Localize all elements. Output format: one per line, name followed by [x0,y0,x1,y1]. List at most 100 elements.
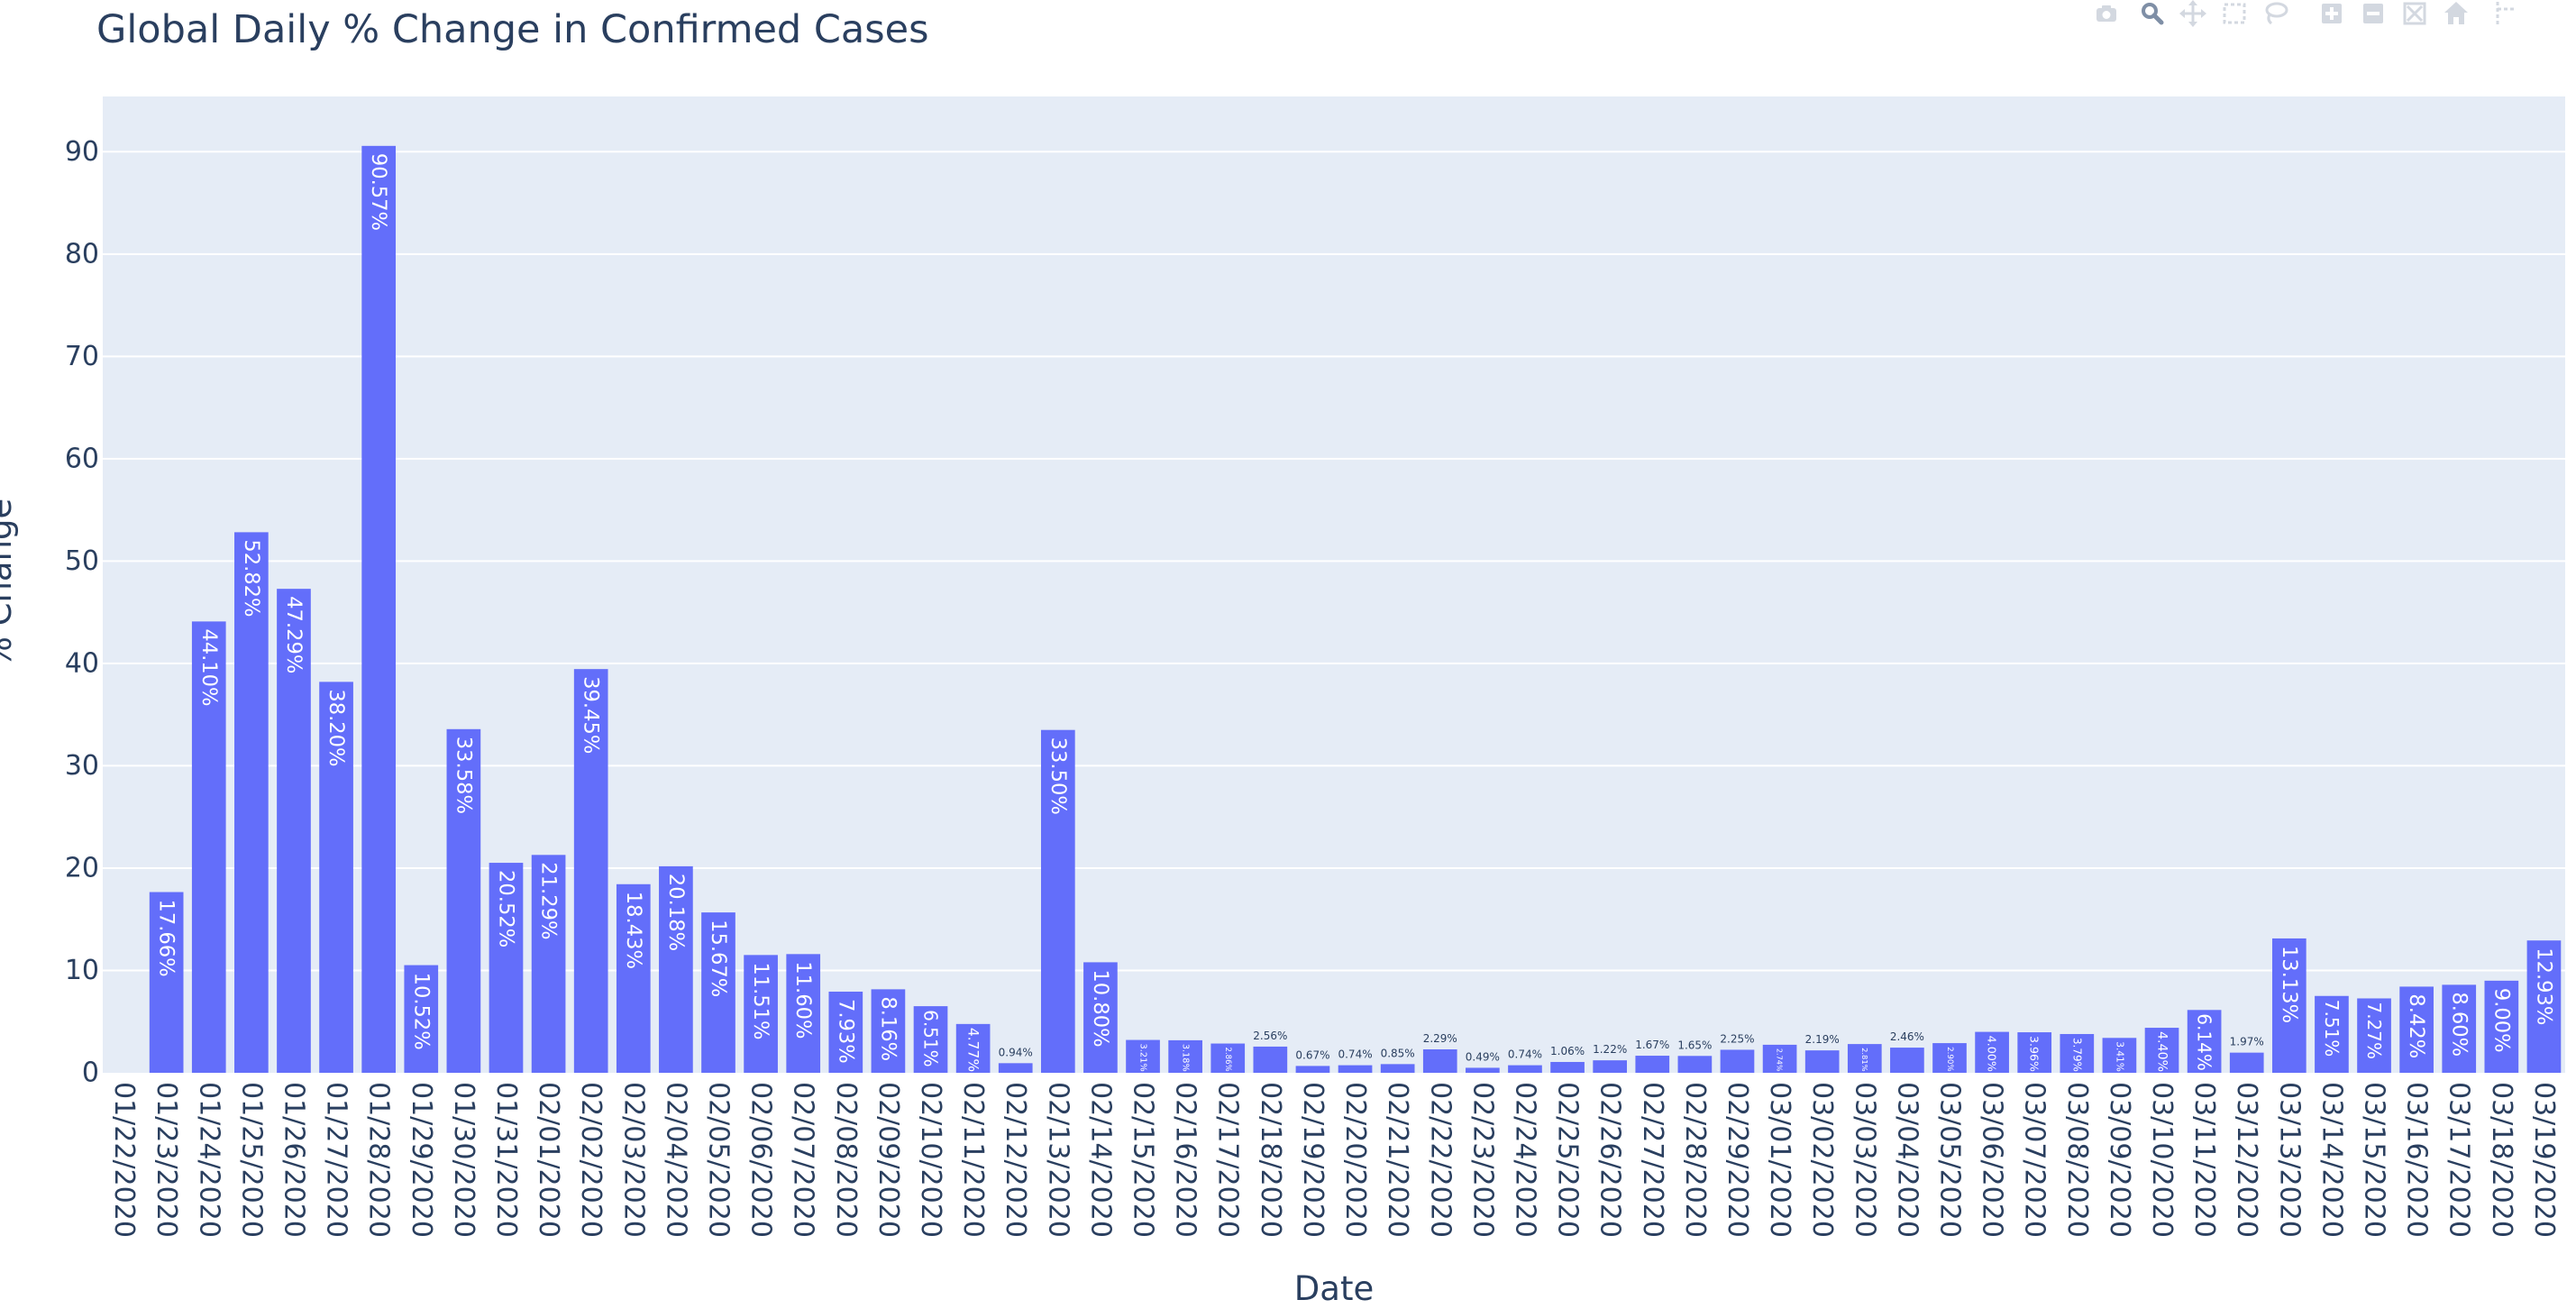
bar[interactable] [1040,729,1075,1073]
bar-label: 1.06% [1550,1045,1585,1057]
bar[interactable] [1932,1043,1967,1073]
bar[interactable] [1380,1064,1415,1073]
bar[interactable] [573,669,608,1073]
zoom-button[interactable] [2134,0,2169,27]
bar[interactable] [955,1023,991,1073]
zoom-out-button[interactable] [2356,0,2390,27]
x-tick-label: 02/28/2020 [1679,1082,1711,1238]
bar[interactable] [1635,1056,1670,1073]
camera-button[interactable] [2089,0,2124,27]
bar[interactable] [1466,1067,1500,1073]
bar[interactable] [1890,1048,1924,1073]
bar[interactable] [404,965,439,1073]
bar[interactable] [2484,980,2519,1073]
bar[interactable] [446,728,481,1073]
x-tick-label: 03/03/2020 [1849,1082,1880,1238]
bar-label: 13.13% [2278,946,2301,1023]
bar[interactable] [1550,1061,1585,1073]
bar-label: 33.50% [1046,737,1070,815]
bar[interactable] [2144,1028,2179,1073]
bar[interactable] [616,883,651,1073]
bar-label: 17.66% [155,900,178,977]
bar[interactable] [2229,1052,2264,1073]
bar-label: 7.93% [834,999,857,1064]
bar[interactable] [828,991,863,1073]
bar[interactable] [1804,1050,1840,1073]
x-tick-label: 02/11/2020 [957,1082,989,1238]
bar-label: 2.46% [1890,1030,1924,1043]
home-button[interactable] [2439,0,2473,27]
bar[interactable] [1720,1049,1755,1073]
bar[interactable] [1677,1056,1713,1073]
bar[interactable] [701,912,735,1073]
bar[interactable] [2442,984,2477,1073]
lasso-select-button[interactable] [2259,0,2293,27]
bar-label: 52.82% [240,539,263,617]
bar[interactable] [1168,1039,1202,1073]
zoom-icon [2142,3,2164,25]
bar[interactable] [871,989,906,1073]
autoscale-button[interactable] [2398,0,2432,27]
bar[interactable] [2526,940,2562,1073]
bar[interactable] [786,954,821,1073]
bar[interactable] [2315,995,2349,1073]
bar[interactable] [1975,1031,2009,1073]
bar-label: 39.45% [580,676,603,754]
bar[interactable] [2060,1033,2095,1073]
x-tick-label: 03/04/2020 [1891,1082,1923,1238]
bar[interactable] [1847,1044,1882,1073]
y-tick-label: 50 [65,545,99,577]
bar[interactable] [1126,1039,1160,1073]
bar[interactable] [913,1006,948,1073]
bar[interactable] [1422,1049,1457,1073]
bar-label: 12.93% [2532,947,2555,1025]
bar-label: 3.18% [1181,1044,1191,1072]
bar[interactable] [1762,1044,1797,1073]
bar[interactable] [2357,998,2391,1073]
x-tick-label: 03/14/2020 [2316,1082,2347,1238]
y-tick-label: 90 [65,136,99,168]
bar-label: 6.14% [2194,1013,2215,1071]
bar[interactable] [1508,1065,1542,1073]
bar[interactable] [2017,1032,2052,1073]
spike-lines-icon [2496,2,2514,25]
bar[interactable] [1210,1043,1246,1073]
zoom-in-button[interactable] [2315,0,2349,27]
bar[interactable] [744,955,778,1073]
x-tick-label: 01/25/2020 [235,1082,267,1238]
bar[interactable] [361,145,397,1073]
y-tick-label: 30 [65,750,99,782]
bar-label: 2.74% [1776,1048,1785,1072]
bar-label: 2.86% [1223,1048,1232,1072]
bar[interactable] [1593,1060,1628,1073]
bar[interactable] [149,892,184,1073]
bar-label: 21.29% [537,862,561,939]
bar[interactable] [319,682,353,1073]
pan-button[interactable] [2176,0,2210,27]
bar-label: 6.51% [920,1010,942,1067]
spike-lines-button[interactable] [2486,0,2520,27]
bar[interactable] [277,589,311,1073]
bar-label: 15.67% [707,920,730,997]
box-select-button[interactable] [2217,0,2252,27]
bar[interactable] [659,865,693,1073]
bar[interactable] [2271,938,2307,1073]
bar-label: 7.27% [2363,1002,2385,1059]
bar[interactable] [998,1063,1033,1073]
bar[interactable] [2102,1038,2137,1073]
bar[interactable] [1338,1065,1373,1073]
bar[interactable] [489,863,524,1073]
bar[interactable] [531,855,566,1073]
bar[interactable] [191,621,226,1073]
x-tick-label: 03/17/2020 [2444,1082,2475,1238]
bar[interactable] [234,532,269,1073]
bar[interactable] [1083,962,1118,1073]
bar-label: 0.94% [999,1046,1033,1058]
bar-label: 90.57% [367,153,390,231]
bar-label: 11.60% [791,961,815,1039]
bar[interactable] [1253,1046,1288,1073]
bar[interactable] [2399,986,2434,1073]
bar[interactable] [2187,1010,2222,1073]
x-tick-label: 03/18/2020 [2486,1082,2517,1238]
bar[interactable] [1295,1066,1330,1073]
